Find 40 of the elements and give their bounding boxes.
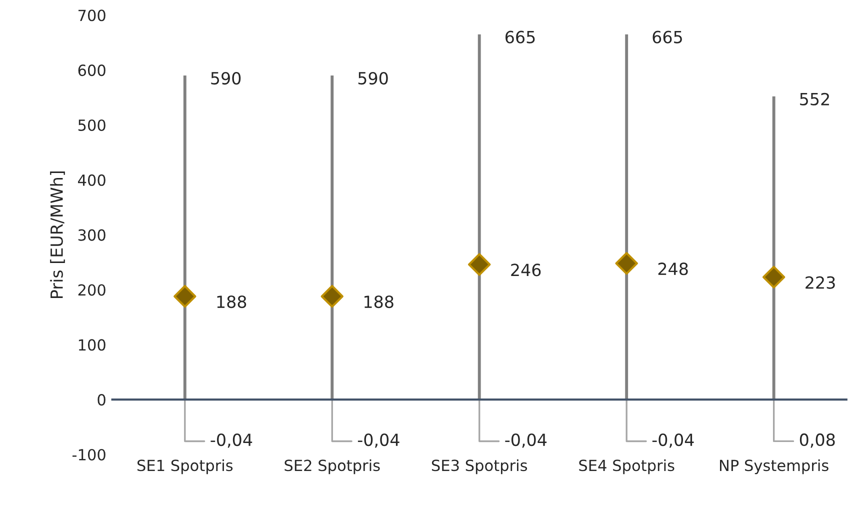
y-tick-label: 200 [78, 284, 106, 296]
point [468, 253, 491, 276]
bar [330, 76, 334, 400]
x-tick-label: SE2 Spotpris [284, 459, 380, 474]
bar [183, 76, 186, 400]
point [615, 252, 638, 275]
bar [772, 96, 776, 400]
annotation: 0,08 [800, 433, 835, 448]
annotation: 665 [506, 30, 535, 44]
y-tick-label: 700 [78, 10, 106, 22]
y-tick-label: 100 [78, 339, 106, 351]
y-tick-label: 0 [98, 394, 106, 406]
y-tick-label: 500 [78, 119, 106, 132]
point [174, 284, 196, 308]
x-tick-label: NP Systempris [720, 459, 828, 474]
x-tick-label: SE4 Spotpris [579, 459, 674, 474]
point [320, 284, 344, 308]
data-label: 188 [217, 296, 246, 308]
y-tick-label: 300 [78, 229, 106, 241]
annotation: 552 [800, 92, 829, 106]
x-tick-label: SE3 Spotpris [432, 459, 528, 474]
y-tick-label: -100 [72, 448, 106, 461]
bar [625, 34, 628, 400]
x-tick-label: SE1 Spotpris [137, 459, 233, 474]
annotation: -0,04 [210, 434, 252, 448]
data-label: 246 [511, 264, 541, 276]
data-label: 188 [364, 296, 394, 308]
annotation: -0,04 [358, 434, 400, 448]
annotation: -0,04 [505, 434, 547, 448]
annotation: 665 [652, 30, 682, 44]
annotation: 590 [211, 72, 241, 85]
y-tick-label: 600 [78, 64, 106, 76]
annotation: -0,04 [652, 434, 694, 448]
data-label: 223 [806, 276, 835, 289]
point [762, 266, 786, 288]
y-axis-title: Pris [EUR/MWh] [50, 171, 65, 298]
data-label: 248 [658, 262, 688, 276]
y-tick-label: 400 [78, 174, 106, 186]
bar [478, 34, 481, 400]
annotation: 590 [358, 72, 388, 85]
